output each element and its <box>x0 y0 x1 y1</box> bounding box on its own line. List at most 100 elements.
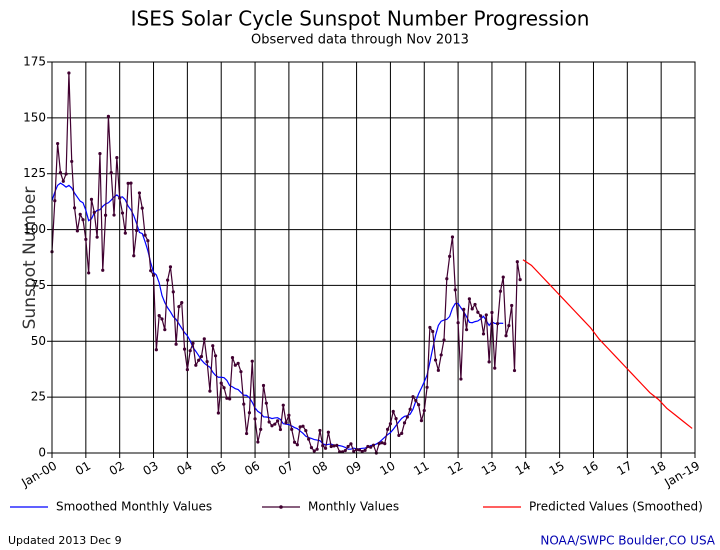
data-point <box>140 206 144 210</box>
data-point <box>490 310 494 315</box>
data-point <box>309 446 314 450</box>
data-point <box>118 196 122 200</box>
data-point <box>512 368 517 373</box>
data-point <box>419 419 424 423</box>
data-point <box>323 446 328 450</box>
data-point <box>335 443 339 448</box>
data-point <box>352 449 356 453</box>
data-point <box>501 275 505 279</box>
data-point <box>377 442 381 446</box>
data-point <box>366 444 370 449</box>
chart-subtitle: Observed data through Nov 2013 <box>251 33 469 48</box>
data-point <box>87 271 91 275</box>
data-point <box>129 181 133 185</box>
x-tick-label: 15 <box>547 459 567 479</box>
data-point <box>230 355 235 360</box>
data-point <box>64 172 68 176</box>
data-point <box>61 179 65 183</box>
data-point <box>205 360 209 364</box>
x-tick-label: 06 <box>242 459 262 479</box>
data-point <box>75 229 79 233</box>
data-point <box>208 389 212 393</box>
legend-marker <box>279 505 283 509</box>
data-point <box>194 363 198 367</box>
data-point <box>253 417 257 421</box>
data-point <box>307 437 311 441</box>
data-point <box>225 396 229 400</box>
data-point <box>199 354 204 359</box>
data-point <box>493 366 497 370</box>
data-point <box>290 427 294 431</box>
data-point <box>58 170 63 175</box>
data-point <box>380 441 384 445</box>
legend-label: Smoothed Monthly Values <box>56 500 212 514</box>
data-point <box>397 433 401 437</box>
plot <box>50 71 693 455</box>
data-point <box>239 370 243 374</box>
x-tick-label: 16 <box>580 459 600 479</box>
data-point <box>222 386 226 390</box>
data-point <box>467 297 471 301</box>
data-point <box>402 421 407 425</box>
data-point <box>188 349 192 353</box>
data-point <box>287 413 291 417</box>
data-point <box>177 305 181 309</box>
data-point <box>295 443 299 447</box>
data-point <box>459 377 463 381</box>
data-point <box>233 363 237 367</box>
data-point <box>495 322 500 326</box>
data-point <box>259 427 263 431</box>
data-point <box>388 422 393 426</box>
footer-left: Updated 2013 Dec 9 <box>8 534 122 547</box>
data-point <box>228 397 232 401</box>
data-point <box>146 239 150 243</box>
data-point <box>216 411 220 415</box>
data-point <box>354 448 359 452</box>
data-point <box>312 449 316 453</box>
data-point <box>292 440 297 444</box>
data-point <box>433 358 438 362</box>
data-point <box>250 359 254 363</box>
data-point <box>369 445 373 449</box>
data-point <box>411 395 415 399</box>
data-point <box>383 442 387 446</box>
data-point <box>349 442 353 446</box>
data-point <box>109 170 113 175</box>
data-point <box>101 268 105 272</box>
y-tick-label: 75 <box>31 278 46 292</box>
data-point <box>439 353 443 357</box>
data-point <box>180 301 184 305</box>
y-tick-label: 50 <box>31 334 46 348</box>
x-tick-label: 02 <box>107 459 127 479</box>
data-point <box>476 310 480 314</box>
x-tick-label: 18 <box>648 459 668 479</box>
data-point <box>470 307 474 311</box>
y-tick-label: 25 <box>31 390 46 404</box>
y-axis-label: Sunspot Number <box>20 187 40 330</box>
data-point <box>171 290 175 294</box>
data-point <box>329 444 333 449</box>
data-point <box>363 448 367 452</box>
data-point <box>360 449 364 454</box>
data-point <box>321 444 325 448</box>
plot-frame <box>51 61 696 454</box>
data-point <box>106 114 111 118</box>
data-point <box>157 313 161 318</box>
x-tick-label: 13 <box>479 459 499 479</box>
y-tick-label: 100 <box>23 222 46 236</box>
data-point <box>507 324 511 328</box>
x-tick-label: 14 <box>513 459 533 479</box>
data-point <box>84 237 88 242</box>
data-point <box>315 447 319 451</box>
x-tick-label: 04 <box>174 459 194 479</box>
data-point <box>247 411 252 415</box>
data-point <box>445 277 449 281</box>
data-point <box>219 381 223 385</box>
data-point <box>149 269 153 273</box>
legend-label: Monthly Values <box>308 500 399 514</box>
data-point <box>318 428 322 433</box>
data-point <box>453 288 457 292</box>
data-point <box>166 278 170 282</box>
